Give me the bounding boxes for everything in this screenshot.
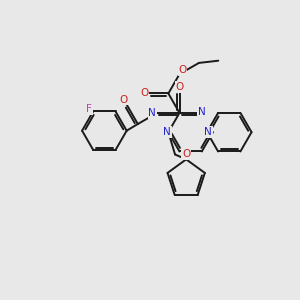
Text: O: O xyxy=(176,82,184,92)
Text: O: O xyxy=(140,88,148,98)
Text: F: F xyxy=(86,104,92,114)
Text: N: N xyxy=(204,127,212,137)
Text: O: O xyxy=(178,65,187,75)
Text: N: N xyxy=(164,127,171,137)
Text: O: O xyxy=(120,95,128,105)
Text: O: O xyxy=(182,149,190,159)
Text: N: N xyxy=(148,108,156,118)
Text: N: N xyxy=(198,107,206,117)
